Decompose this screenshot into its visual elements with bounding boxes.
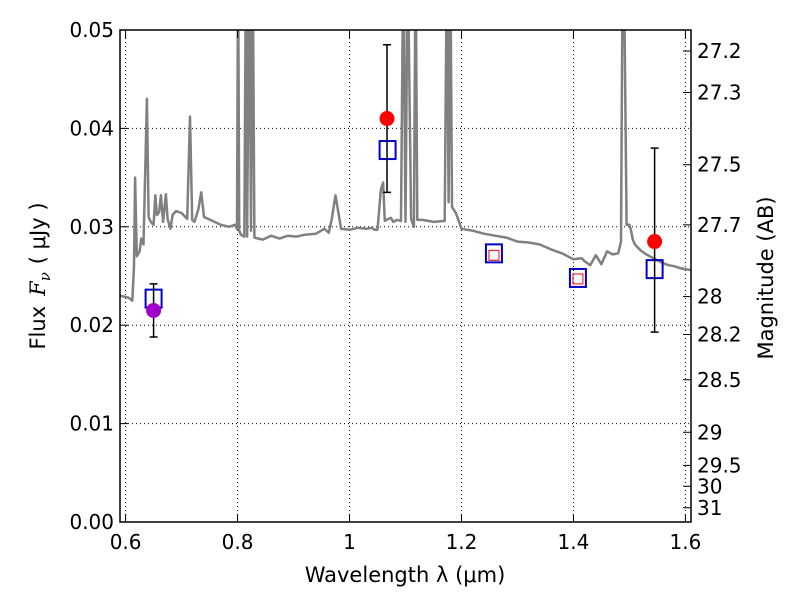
- y2-axis-label: Magnitude (AB): [754, 196, 778, 359]
- y-axis-label-symbol: F: [26, 280, 50, 297]
- y-axis-label-prefix: Flux: [26, 306, 50, 350]
- y2-tick-label: 27.2: [697, 39, 742, 63]
- y2-tick-label: 28.2: [697, 323, 742, 347]
- y-tick-label: 0.04: [69, 116, 114, 140]
- x-axis-label: Wavelength λ (μm): [305, 563, 506, 587]
- y2-tick-label: 27.7: [697, 213, 742, 237]
- inner-box-marker: [488, 249, 500, 261]
- data-marks: [144, 44, 664, 338]
- y2-tick-label: 29: [697, 420, 722, 444]
- x-axis: 0.6 0.8 1 1.2 1.4 1.6: [110, 30, 701, 554]
- model-box-marker: [484, 243, 503, 264]
- model-spectrum-line: [120, 30, 691, 302]
- y2-tick-label: 28: [697, 285, 722, 309]
- y2-tick-label: 28.5: [697, 368, 742, 392]
- x-tick-label: 0.6: [110, 530, 142, 554]
- y-tick-label: 0.00: [69, 510, 114, 534]
- y2-tick-label: 31: [697, 496, 722, 520]
- observed-point: [647, 234, 663, 250]
- model-box-marker: [568, 267, 587, 288]
- plot-frame: [119, 29, 692, 523]
- y-tick-label: 0.05: [69, 18, 114, 42]
- y-axis-label: Flux Fν ( μJy ): [26, 202, 54, 349]
- y-axis-label-unit: ( μJy ): [26, 202, 50, 264]
- y2-tick-label: 27.3: [697, 80, 742, 104]
- x-tick-label: 1.4: [558, 530, 590, 554]
- x-tick-label: 1.6: [669, 530, 701, 554]
- y2-tick-label: 30: [697, 474, 722, 498]
- observed-point: [379, 111, 395, 127]
- plot-area: [120, 30, 691, 302]
- y-axis: 0.00 0.01 0.02 0.03 0.04 0.05: [69, 18, 128, 534]
- x-tick-label: 0.8: [222, 530, 254, 554]
- x-tick-label: 1.2: [446, 530, 478, 554]
- y-tick-label: 0.03: [69, 215, 114, 239]
- inner-box-marker: [572, 273, 584, 285]
- y2-tick-label: 29.5: [697, 453, 742, 477]
- x-tick-label: 1: [343, 530, 356, 554]
- y2-tick-label: 27.5: [697, 153, 742, 177]
- y-tick-label: 0.01: [69, 412, 114, 436]
- y-tick-label: 0.02: [69, 313, 114, 337]
- observed-point-blended: [146, 302, 162, 318]
- y-axis-label-subscript: ν: [36, 272, 54, 281]
